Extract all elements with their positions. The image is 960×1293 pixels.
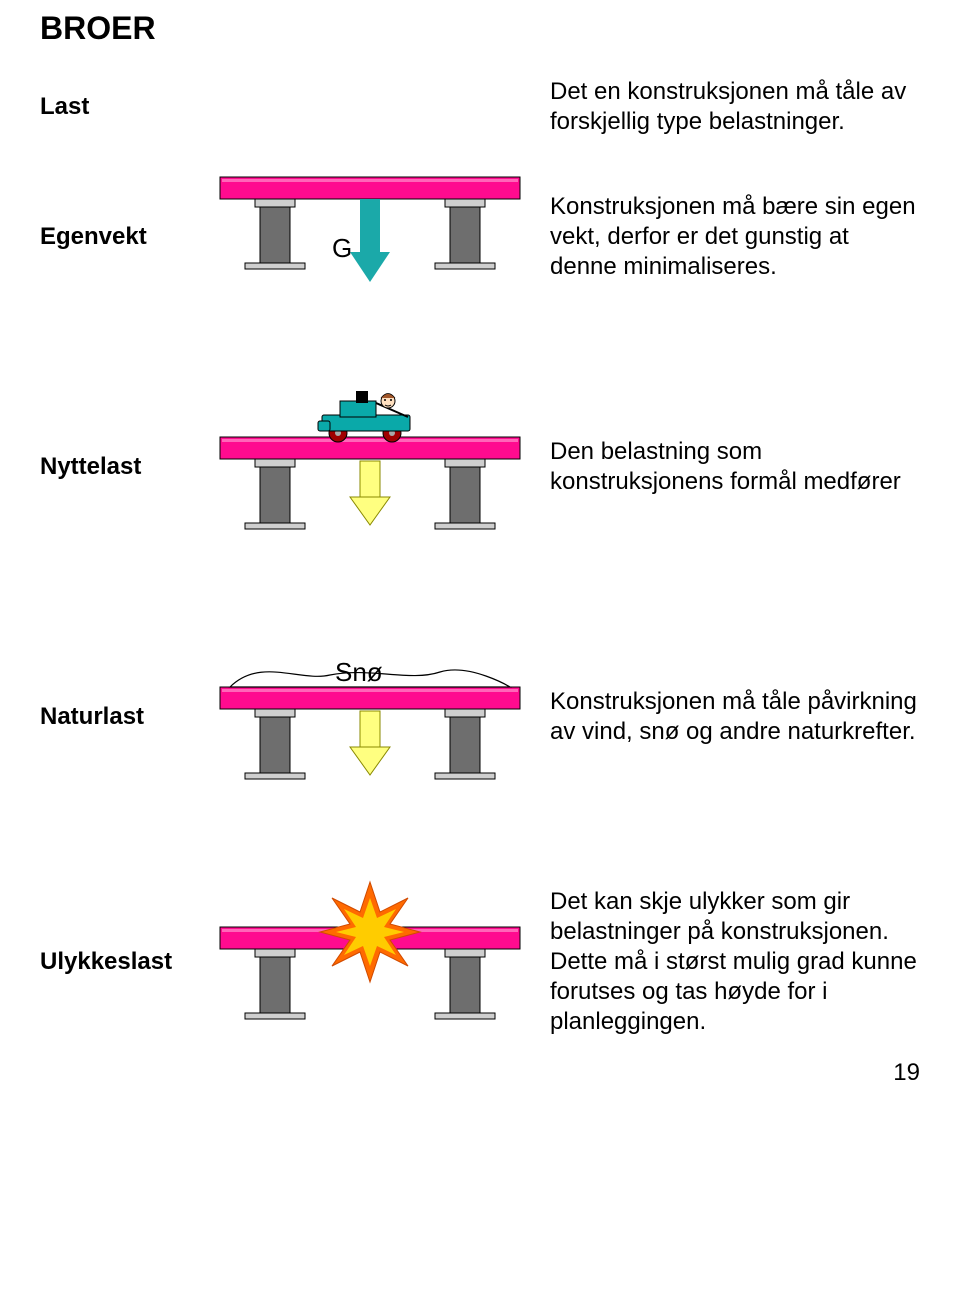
load-arrow-icon bbox=[350, 461, 390, 525]
g-arrow-icon bbox=[350, 199, 390, 282]
row-naturlast-desc: Konstruksjonen må tåle påvirkning av vin… bbox=[540, 687, 920, 747]
row-nyttelast: Nyttelast bbox=[40, 377, 920, 557]
row-last-label: Last bbox=[40, 93, 200, 121]
row-egenvekt-figure: G bbox=[200, 167, 540, 307]
row-egenvekt: Egenvekt G bbox=[40, 167, 920, 307]
page-number: 19 bbox=[893, 1059, 920, 1087]
page-title: BROER bbox=[40, 10, 920, 47]
egenvekt-svg: G bbox=[210, 167, 530, 307]
row-ulykke-label: Ulykkeslast bbox=[40, 948, 200, 976]
nyttelast-svg bbox=[210, 377, 530, 557]
row-egenvekt-desc: Konstruksjonen må bære sin egen vekt, de… bbox=[540, 192, 920, 282]
page: BROER Last Det en konstruksjonen må tåle… bbox=[0, 0, 960, 1097]
row-ulykke: Ulykkeslast bbox=[40, 877, 920, 1047]
row-naturlast-label: Naturlast bbox=[40, 703, 200, 731]
row-naturlast: Naturlast Snø bbox=[40, 627, 920, 807]
row-nyttelast-label: Nyttelast bbox=[40, 453, 200, 481]
load-arrow-icon bbox=[350, 711, 390, 775]
row-ulykke-figure bbox=[200, 877, 540, 1047]
row-last-desc: Det en konstruksjonen må tåle av forskje… bbox=[540, 77, 920, 137]
row-naturlast-figure: Snø bbox=[200, 627, 540, 807]
row-last: Last Det en konstruksjonen må tåle av fo… bbox=[40, 77, 920, 137]
row-nyttelast-figure bbox=[200, 377, 540, 557]
naturlast-svg: Snø bbox=[210, 627, 530, 807]
explosion-icon bbox=[320, 882, 420, 982]
snow-label: Snø bbox=[335, 657, 383, 687]
car-icon bbox=[318, 391, 410, 442]
row-nyttelast-desc: Den belastning som konstruksjonens formå… bbox=[540, 437, 920, 497]
g-label: G bbox=[332, 233, 352, 263]
row-ulykke-desc: Det kan skje ulykker som gir belastninge… bbox=[540, 887, 920, 1037]
row-egenvekt-label: Egenvekt bbox=[40, 223, 200, 251]
ulykke-svg bbox=[210, 877, 530, 1047]
